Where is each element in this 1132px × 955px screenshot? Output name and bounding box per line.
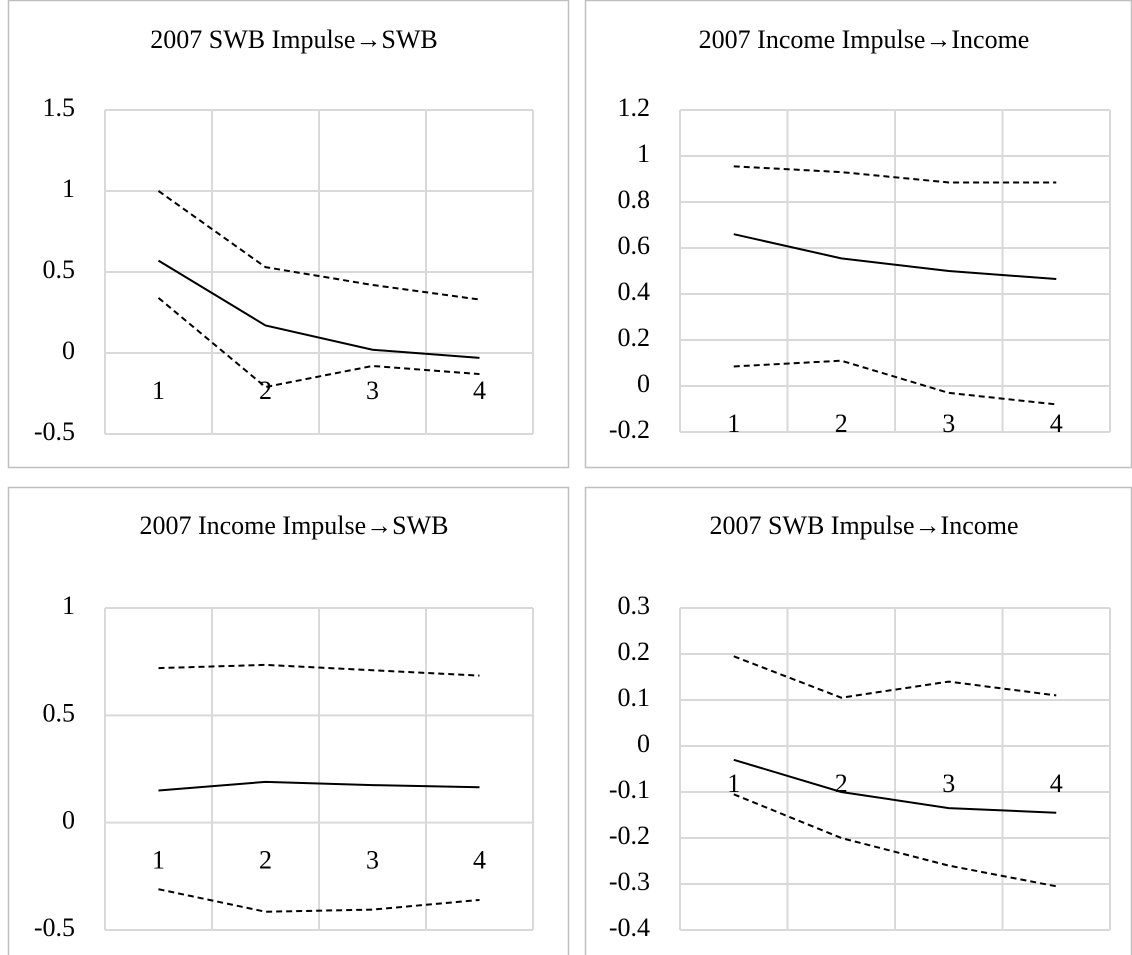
series-line bbox=[733, 165, 1057, 184]
series-line bbox=[158, 780, 480, 792]
y-tick-label: -0.3 bbox=[609, 867, 650, 896]
y-tick-label: 0.5 bbox=[43, 698, 76, 727]
chart-title: 2007 Income Impulse→Income bbox=[699, 25, 1030, 54]
x-tick-label: 4 bbox=[473, 846, 486, 875]
y-tick-label: 0.4 bbox=[618, 277, 651, 306]
y-tick-label: -0.2 bbox=[609, 821, 650, 850]
y-tick-label: 1.5 bbox=[43, 93, 76, 122]
y-tick-label: 0 bbox=[637, 729, 650, 758]
series-line bbox=[158, 663, 480, 677]
panel-frame bbox=[7, 486, 570, 955]
series-line bbox=[157, 297, 480, 389]
x-tick-label: 1 bbox=[152, 846, 165, 875]
x-tick-label: 2 bbox=[259, 376, 272, 405]
series-line bbox=[158, 888, 480, 913]
x-tick-label: 4 bbox=[1050, 769, 1063, 798]
x-tick-label: 1 bbox=[727, 769, 740, 798]
y-tick-label: 0.5 bbox=[43, 255, 76, 284]
y-tick-label: -0.4 bbox=[609, 913, 650, 942]
x-tick-label: 3 bbox=[942, 769, 955, 798]
x-tick-label: 1 bbox=[152, 376, 165, 405]
series-line bbox=[733, 793, 1057, 888]
series-line bbox=[733, 359, 1057, 406]
y-tick-label: 0.2 bbox=[618, 323, 651, 352]
y-tick-label: 0.8 bbox=[618, 185, 651, 214]
y-tick-label: 0.1 bbox=[618, 683, 651, 712]
y-tick-label: 0 bbox=[62, 336, 75, 365]
y-tick-label: -0.5 bbox=[34, 417, 75, 446]
y-tick-label: 1.2 bbox=[618, 93, 651, 122]
series-line bbox=[157, 190, 480, 301]
chart-title: 2007 SWB Impulse→SWB bbox=[150, 25, 437, 54]
x-tick-label: 3 bbox=[366, 846, 379, 875]
series-line bbox=[733, 233, 1057, 281]
y-tick-label: 0.6 bbox=[618, 231, 651, 260]
x-tick-label: 4 bbox=[473, 376, 486, 405]
y-tick-label: -0.2 bbox=[609, 415, 650, 444]
y-tick-label: 1 bbox=[62, 174, 75, 203]
x-tick-label: 2 bbox=[259, 846, 272, 875]
y-tick-label: 1 bbox=[62, 591, 75, 620]
panel-frame bbox=[584, 0, 1132, 469]
series-line bbox=[157, 259, 480, 359]
x-tick-label: 3 bbox=[942, 409, 955, 438]
chart-title: 2007 SWB Impulse→Income bbox=[709, 511, 1018, 540]
x-tick-label: 1 bbox=[727, 409, 740, 438]
y-tick-label: 0 bbox=[637, 369, 650, 398]
y-tick-label: -0.1 bbox=[609, 775, 650, 804]
x-tick-label: 2 bbox=[835, 409, 848, 438]
x-tick-label: 3 bbox=[366, 376, 379, 405]
y-tick-label: -0.5 bbox=[34, 913, 75, 942]
y-tick-label: 0.2 bbox=[618, 637, 651, 666]
chart-title: 2007 Income Impulse→SWB bbox=[139, 511, 448, 540]
x-tick-label: 4 bbox=[1050, 409, 1063, 438]
y-tick-label: 0.3 bbox=[618, 591, 651, 620]
panel-frame bbox=[7, 0, 570, 469]
y-tick-label: 0 bbox=[62, 806, 75, 835]
y-tick-label: 1 bbox=[637, 139, 650, 168]
series-line bbox=[733, 758, 1057, 814]
